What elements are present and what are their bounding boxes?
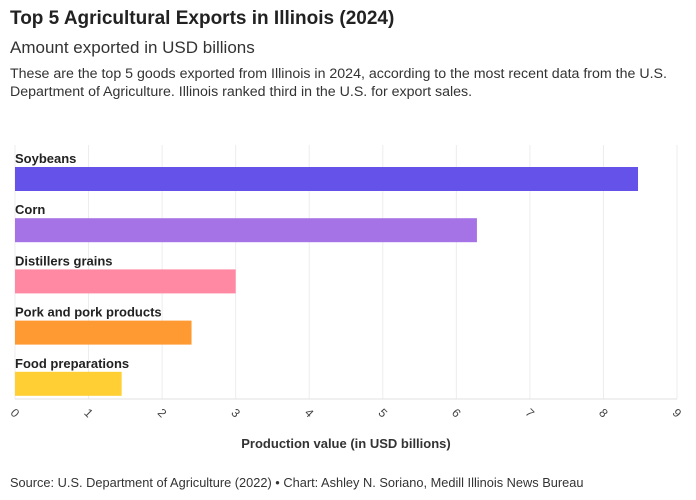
x-axis-title: Production value (in USD billions) — [241, 436, 450, 451]
bar-chart: 0 1 2 3 4 5 6 7 8 9 Soybeans Corn Distillers grains P… — [8, 145, 685, 451]
x-tick-label: 7 — [523, 406, 538, 421]
bar-label: Distillers grains — [15, 253, 113, 268]
bar-distillers-grains — [15, 269, 236, 294]
x-tick-label: 4 — [302, 406, 317, 421]
x-tick-label: 8 — [596, 406, 611, 421]
x-tick-label: 5 — [375, 406, 390, 421]
x-tick-label: 1 — [81, 406, 96, 421]
x-tick-label: 3 — [228, 406, 243, 421]
bar-food-preparations — [15, 371, 122, 396]
bar-label: Food preparations — [15, 356, 129, 371]
chart-subtitle: Amount exported in USD billions — [10, 38, 255, 57]
x-tick-label: 9 — [670, 406, 685, 421]
bar-label: Soybeans — [15, 151, 76, 166]
bar-label: Pork and pork products — [15, 305, 162, 320]
x-tick-label: 6 — [449, 406, 464, 421]
bar-soybeans — [15, 167, 639, 191]
x-tick-label: 0 — [8, 406, 23, 421]
chart-description: These are the top 5 goods exported from … — [10, 66, 667, 100]
bar-pork-and-pork-products — [15, 320, 192, 345]
x-tick-label: 2 — [155, 406, 170, 421]
chart-footer: Source: U.S. Department of Agriculture (… — [10, 475, 584, 490]
bar-label: Corn — [15, 202, 45, 217]
chart-title: Top 5 Agricultural Exports in Illinois (… — [10, 8, 395, 29]
bar-corn — [15, 218, 477, 243]
